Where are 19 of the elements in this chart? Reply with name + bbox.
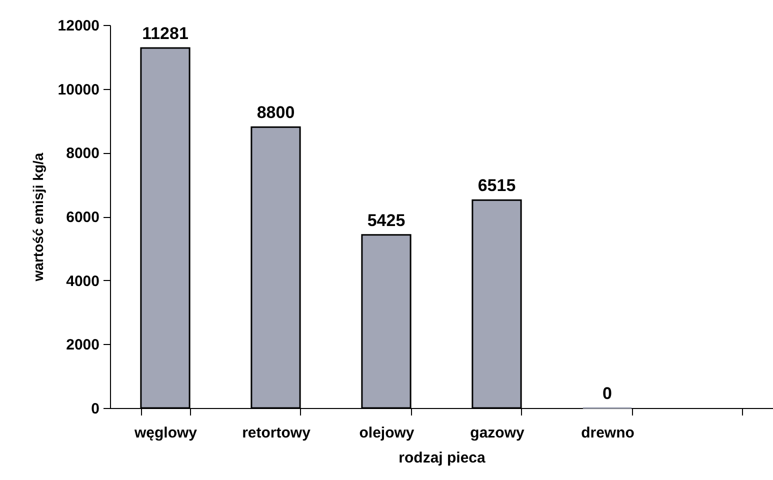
y-tick-label: 2000 xyxy=(66,336,100,354)
data-label: 6515 xyxy=(478,176,516,196)
x-tick-label: olejowy xyxy=(359,424,415,442)
x-tick-label: węglowy xyxy=(133,424,198,442)
x-tick-label: drewno xyxy=(581,424,634,442)
y-tick-label: 12000 xyxy=(58,18,100,34)
y-tick-label: 10000 xyxy=(58,81,100,98)
y-tick-label: 4000 xyxy=(66,272,100,290)
y-tick-label: 0 xyxy=(91,400,100,418)
data-label: 5425 xyxy=(367,210,406,230)
x-axis-title: rodzaj pieca xyxy=(398,450,486,466)
data-label: 11281 xyxy=(142,24,188,43)
x-tick-label: retortowy xyxy=(242,424,312,442)
data-label: 8800 xyxy=(256,103,295,122)
y-tick-label: 8000 xyxy=(66,145,100,162)
y-tick-label: 6000 xyxy=(66,209,100,226)
x-tick-label: gazowy xyxy=(470,424,525,442)
y-axis-title: wartość emisji kg/a xyxy=(30,152,46,282)
data-label: 0 xyxy=(602,384,612,403)
